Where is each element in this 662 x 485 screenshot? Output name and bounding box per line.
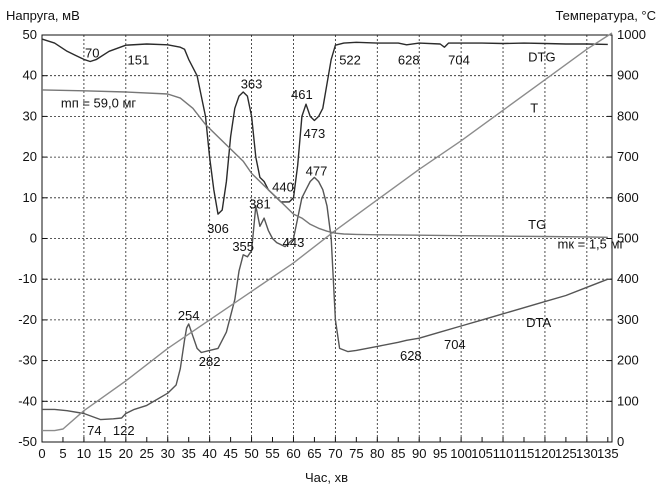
x-tick-label: 135 <box>597 446 619 461</box>
x-tick-label: 110 <box>493 446 514 461</box>
x-tick-label: 55 <box>265 446 279 461</box>
x-tick-label: 5 <box>59 446 66 461</box>
y-right-tick-label: 400 <box>617 271 639 286</box>
x-tick-label: 120 <box>534 446 556 461</box>
x-tick-label: 95 <box>433 446 447 461</box>
y-left-tick-label: 40 <box>23 68 37 83</box>
series-label: DTA <box>526 315 551 330</box>
data-annotation: 151 <box>128 53 150 68</box>
x-tick-label: 130 <box>576 446 598 461</box>
x-tick-label: 25 <box>140 446 154 461</box>
data-annotation: 282 <box>199 354 221 369</box>
y-right-tick-label: 600 <box>617 190 639 205</box>
y-right-tick-label: 200 <box>617 353 639 368</box>
data-annotation: 628 <box>400 348 422 363</box>
x-tick-label: 115 <box>514 446 535 461</box>
mass-label: mп = 59,0 мг <box>61 95 137 110</box>
x-tick-label: 20 <box>119 446 133 461</box>
x-axis-title: Час, хв <box>305 470 349 485</box>
y-left-tick-label: -50 <box>18 434 37 449</box>
x-tick-label: 50 <box>244 446 258 461</box>
series-line-dta <box>42 176 609 421</box>
y-right-tick-label: 100 <box>617 393 639 408</box>
data-annotation: 477 <box>306 163 328 178</box>
data-annotation: 704 <box>444 337 466 352</box>
x-tick-label: 35 <box>181 446 195 461</box>
y-right-tick-label: 500 <box>617 231 639 246</box>
y-left-tick-label: 50 <box>23 27 37 42</box>
data-annotation: 306 <box>207 221 229 236</box>
x-tick-label: 65 <box>307 446 321 461</box>
y-left-tick-label: 30 <box>23 108 37 123</box>
x-tick-label: 60 <box>286 446 300 461</box>
data-annotation: 363 <box>241 77 263 92</box>
y-axis-left-title: Напруга, мВ <box>6 8 80 23</box>
y-left-tick-label: -20 <box>18 312 37 327</box>
data-annotation: 254 <box>178 308 200 323</box>
x-tick-label: 75 <box>349 446 363 461</box>
series-line-t <box>42 32 613 432</box>
y-left-tick-label: -40 <box>18 393 37 408</box>
data-annotation: 440 <box>272 180 294 195</box>
data-annotation: 70 <box>85 45 99 60</box>
series-line-tg <box>41 89 608 238</box>
mass-label: mк = 1,5 мг <box>558 237 625 252</box>
data-annotation: 704 <box>448 53 470 68</box>
series-label: DTG <box>528 49 555 64</box>
x-tick-label: 70 <box>328 446 342 461</box>
x-tick-label: 100 <box>450 446 472 461</box>
data-annotation: 461 <box>291 87 313 102</box>
x-tick-label: 15 <box>98 446 112 461</box>
y-left-tick-label: -10 <box>18 271 37 286</box>
y-right-tick-label: 0 <box>617 434 624 449</box>
data-annotation: 628 <box>398 53 420 68</box>
data-annotation: 74 <box>87 423 101 438</box>
data-annotation: 473 <box>304 126 326 141</box>
y-right-tick-label: 700 <box>617 149 639 164</box>
y-left-tick-label: -30 <box>18 353 37 368</box>
x-tick-label: 125 <box>555 446 577 461</box>
x-tick-label: 80 <box>370 446 384 461</box>
data-annotation: 122 <box>113 423 135 438</box>
data-annotation: 522 <box>339 53 361 68</box>
x-tick-label: 105 <box>471 446 493 461</box>
series-label: T <box>530 100 538 115</box>
x-tick-label: 90 <box>412 446 426 461</box>
data-annotation: 443 <box>283 235 305 250</box>
x-tick-label: 10 <box>77 446 91 461</box>
x-tick-label: 40 <box>202 446 216 461</box>
y-right-tick-label: 900 <box>617 68 639 83</box>
y-right-tick-label: 300 <box>617 312 639 327</box>
y-left-tick-label: 10 <box>23 190 37 205</box>
y-right-tick-label: 1000 <box>617 27 646 42</box>
y-left-tick-label: 0 <box>30 231 37 246</box>
data-annotation: 355 <box>232 239 254 254</box>
x-tick-label: 85 <box>391 446 405 461</box>
y-axis-right-title: Температура, °C <box>555 8 656 23</box>
data-annotation: 381 <box>249 196 271 211</box>
y-left-tick-label: 20 <box>23 149 37 164</box>
x-tick-label: 45 <box>223 446 237 461</box>
y-right-tick-label: 800 <box>617 108 639 123</box>
x-tick-label: 30 <box>161 446 175 461</box>
x-tick-label: 0 <box>38 446 45 461</box>
series-label: TG <box>528 217 546 232</box>
